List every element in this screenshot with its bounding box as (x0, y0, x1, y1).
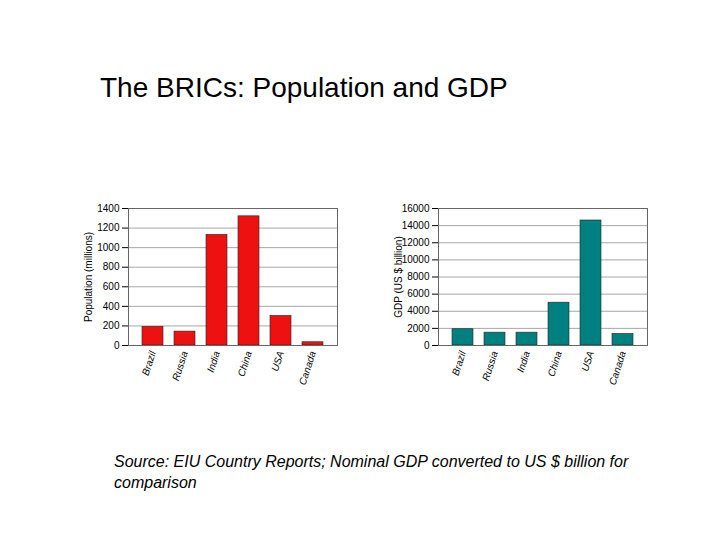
svg-text:12000: 12000 (402, 237, 430, 248)
html-text:The BRICs: Population and GDP: The BRICs: Population and GDP (100, 72, 508, 103)
svg-text:6000: 6000 (407, 288, 430, 299)
svg-text:Population (millions): Population (millions) (83, 232, 94, 322)
svg-text:14000: 14000 (402, 220, 430, 231)
svg-text:Canada: Canada (607, 349, 628, 386)
svg-text:1400: 1400 (97, 203, 120, 214)
svg-text:200: 200 (103, 320, 120, 331)
svg-text:Russia: Russia (480, 349, 500, 382)
svg-text:GDP (US $ billion): GDP (US $ billion) (393, 236, 404, 318)
svg-text:800: 800 (103, 261, 120, 272)
svg-text:16000: 16000 (402, 203, 430, 214)
svg-text:Russia: Russia (170, 349, 190, 382)
html-text:Source: EIU Country Reports; N: Source: EIU Country Reports; Nominal GDP… (114, 453, 629, 491)
svg-text:4000: 4000 (407, 305, 430, 316)
svg-text:2000: 2000 (407, 323, 430, 334)
svg-text:China: China (235, 349, 254, 378)
svg-text:USA: USA (579, 349, 596, 372)
svg-text:0: 0 (114, 340, 120, 351)
svg-text:Canada: Canada (297, 349, 318, 386)
svg-text:600: 600 (103, 281, 120, 292)
svg-text:0: 0 (424, 340, 430, 351)
svg-text:India: India (205, 349, 222, 373)
svg-text:1000: 1000 (97, 242, 120, 253)
svg-text:Brazil: Brazil (450, 349, 468, 377)
svg-text:USA: USA (269, 349, 286, 372)
svg-text:1200: 1200 (97, 222, 120, 233)
svg-text:India: India (515, 349, 532, 373)
svg-text:China: China (545, 349, 564, 378)
svg-text:10000: 10000 (402, 254, 430, 265)
svg-text:8000: 8000 (407, 271, 430, 282)
svg-text:400: 400 (103, 301, 120, 312)
svg-text:Brazil: Brazil (140, 349, 158, 377)
